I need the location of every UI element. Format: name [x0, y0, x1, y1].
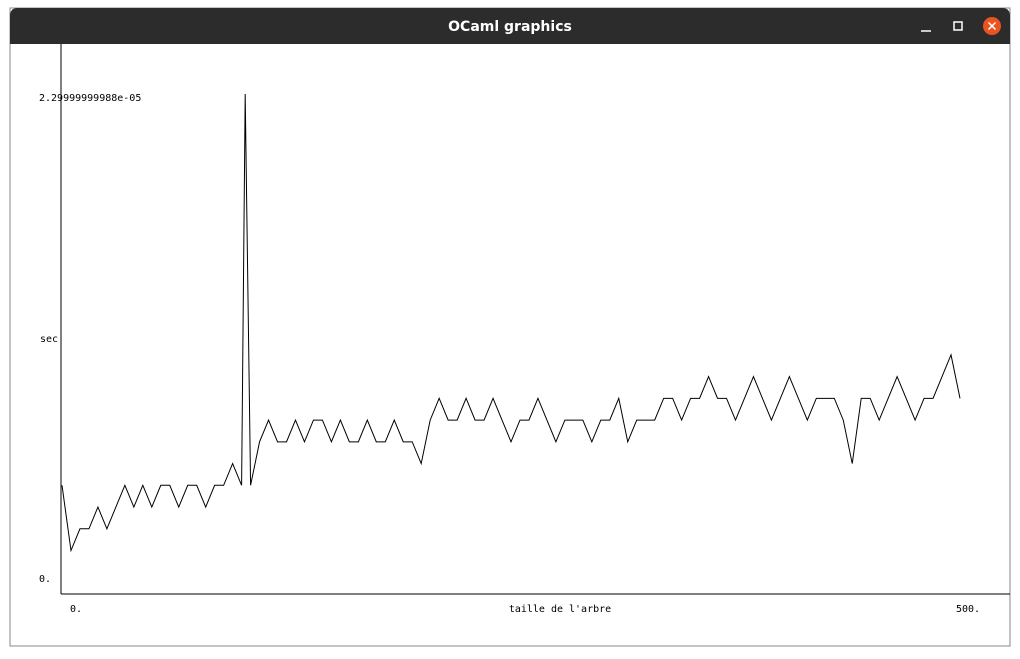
y-tick-label: 2.29999999988e-05 — [39, 93, 141, 104]
x-tick-label: 500. — [956, 604, 980, 615]
maximize-button[interactable] — [953, 21, 963, 31]
window-title: OCaml graphics — [448, 19, 572, 35]
x-axis-label: taille de l'arbre — [509, 604, 611, 615]
y-tick-label: 0. — [39, 574, 51, 585]
window — [9, 7, 1011, 647]
x-tick-label: 0. — [70, 604, 82, 615]
close-icon — [987, 21, 997, 31]
data-line — [61, 93, 961, 553]
title-bar — [10, 8, 1010, 44]
plot: 0. 2.29999999988e-05 0. 500. — [39, 93, 980, 615]
y-axis-label: sec — [40, 334, 58, 345]
